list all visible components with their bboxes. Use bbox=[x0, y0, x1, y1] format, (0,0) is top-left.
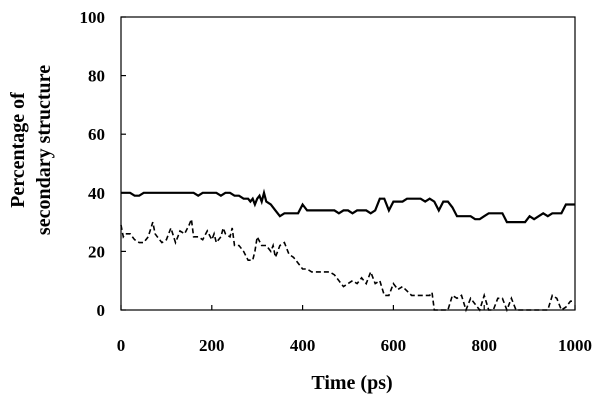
y-tick-label: 0 bbox=[97, 301, 106, 320]
x-tick-label: 200 bbox=[199, 336, 225, 355]
x-tick-label: 600 bbox=[381, 336, 407, 355]
axis-ticks bbox=[120, 16, 576, 311]
solid-series-line bbox=[121, 188, 575, 224]
x-tick-label: 800 bbox=[471, 336, 497, 355]
y-tick-label: 40 bbox=[88, 184, 105, 203]
series-lines bbox=[120, 188, 575, 313]
x-tick-label: 400 bbox=[290, 336, 316, 355]
x-tick-label: 0 bbox=[117, 336, 126, 355]
y-tick-label: 20 bbox=[88, 242, 105, 261]
x-axis-title: Time (ps) bbox=[311, 372, 392, 394]
y-tick-label: 80 bbox=[88, 67, 105, 86]
y-axis-title-line-1: Percentage of bbox=[7, 92, 29, 208]
x-tick-label: 1000 bbox=[558, 336, 592, 355]
plot-frame bbox=[120, 16, 576, 311]
tick-labels: 0 200 400 600 800 1000 0 20 40 60 80 100 bbox=[80, 8, 593, 355]
y-tick-label: 100 bbox=[80, 8, 106, 27]
y-axis-title-line-2: secondary structure bbox=[33, 65, 55, 235]
dashed-series-line bbox=[120, 218, 575, 313]
y-tick-label: 60 bbox=[88, 125, 105, 144]
plot-area-border bbox=[120, 16, 576, 311]
